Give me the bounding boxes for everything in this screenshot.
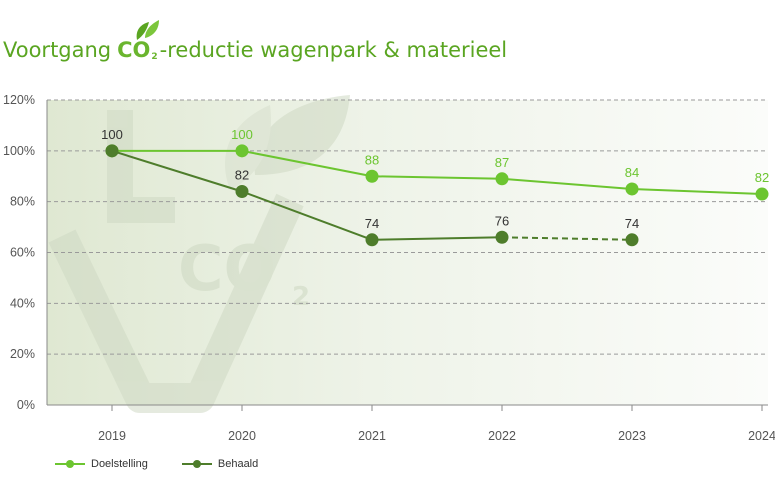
co2-watermark-icon: CO 2 bbox=[48, 95, 350, 413]
data-point-doelstelling bbox=[495, 172, 509, 186]
svg-text:2: 2 bbox=[292, 282, 310, 312]
data-label-behaald-prognose: 74 bbox=[625, 216, 639, 231]
series-line-behaald bbox=[111, 149, 243, 193]
leaf-icon bbox=[136, 20, 160, 40]
y-tick-label: 60% bbox=[10, 246, 35, 260]
legend-label-doelstelling: Doelstelling bbox=[91, 458, 148, 470]
series-line-doelstelling bbox=[631, 187, 763, 196]
data-point-doelstelling bbox=[365, 169, 379, 183]
title-suffix: -reductie wagenpark & materieel bbox=[159, 38, 508, 62]
y-tick-label: 120% bbox=[3, 93, 35, 107]
series-line-behaald-dashed bbox=[501, 236, 633, 241]
data-point-behaald bbox=[365, 233, 379, 247]
series bbox=[105, 144, 769, 247]
data-labels: 100 88 87 84 82 100 82 74 76 74 bbox=[101, 127, 769, 231]
series-line-doelstelling bbox=[241, 149, 373, 178]
y-tick-label: 20% bbox=[10, 347, 35, 361]
series-line-behaald bbox=[241, 190, 373, 241]
data-label-behaald: 74 bbox=[365, 216, 379, 231]
data-label-doelstelling: 100 bbox=[231, 127, 253, 142]
data-label-behaald: 82 bbox=[235, 168, 249, 183]
y-tick-label: 40% bbox=[10, 296, 35, 310]
data-label-doelstelling: 82 bbox=[755, 170, 769, 185]
co2-text: CO bbox=[117, 38, 151, 62]
data-point-behaald-prognose bbox=[625, 233, 639, 247]
legend-item-behaald: Behaald bbox=[181, 458, 259, 470]
data-point-behaald bbox=[235, 185, 249, 198]
x-tick-label: 2021 bbox=[358, 429, 386, 443]
data-point-doelstelling bbox=[235, 144, 249, 158]
co2-logo-inline: CO2 bbox=[117, 20, 160, 62]
data-label-doelstelling: 84 bbox=[625, 165, 639, 180]
legend: Doelstelling Behaald bbox=[55, 458, 258, 470]
series-line-behaald bbox=[371, 236, 503, 241]
data-point-doelstelling bbox=[625, 182, 639, 196]
chart-title: Voortgang CO2 -reductie wagenpark & mate… bbox=[3, 20, 508, 62]
x-tick-label: 2024 bbox=[748, 429, 775, 443]
title-prefix: Voortgang bbox=[3, 38, 112, 62]
data-point-doelstelling bbox=[755, 187, 769, 201]
y-tick-label: 80% bbox=[10, 195, 35, 209]
data-label-doelstelling: 88 bbox=[365, 152, 379, 167]
data-point-behaald bbox=[105, 144, 119, 158]
legend-item-doelstelling: Doelstelling bbox=[55, 458, 148, 470]
grid bbox=[47, 99, 768, 355]
legend-swatch-behaald bbox=[181, 460, 212, 468]
y-tick-label: 0% bbox=[17, 398, 35, 412]
x-tick-label: 2023 bbox=[618, 429, 646, 443]
legend-swatch-doelstelling bbox=[55, 460, 85, 468]
series-line-doelstelling bbox=[371, 175, 503, 180]
svg-text:CO: CO bbox=[178, 232, 276, 305]
legend-label-behaald: Behaald bbox=[217, 458, 259, 470]
data-label-behaald: 76 bbox=[495, 213, 509, 228]
x-tick-label: 2019 bbox=[98, 429, 126, 443]
co2-subscript: 2 bbox=[151, 52, 158, 62]
x-tick-label: 2022 bbox=[488, 429, 516, 443]
data-label-behaald: 100 bbox=[101, 127, 123, 142]
data-label-doelstelling: 87 bbox=[495, 155, 509, 170]
axes: 0% 20% 40% 60% 80% 100% 120% 2019 2020 2021 2022 20… bbox=[3, 93, 775, 443]
y-tick-label: 100% bbox=[3, 144, 35, 158]
series-line-doelstelling bbox=[501, 177, 633, 190]
x-tick-label: 2020 bbox=[228, 429, 256, 443]
